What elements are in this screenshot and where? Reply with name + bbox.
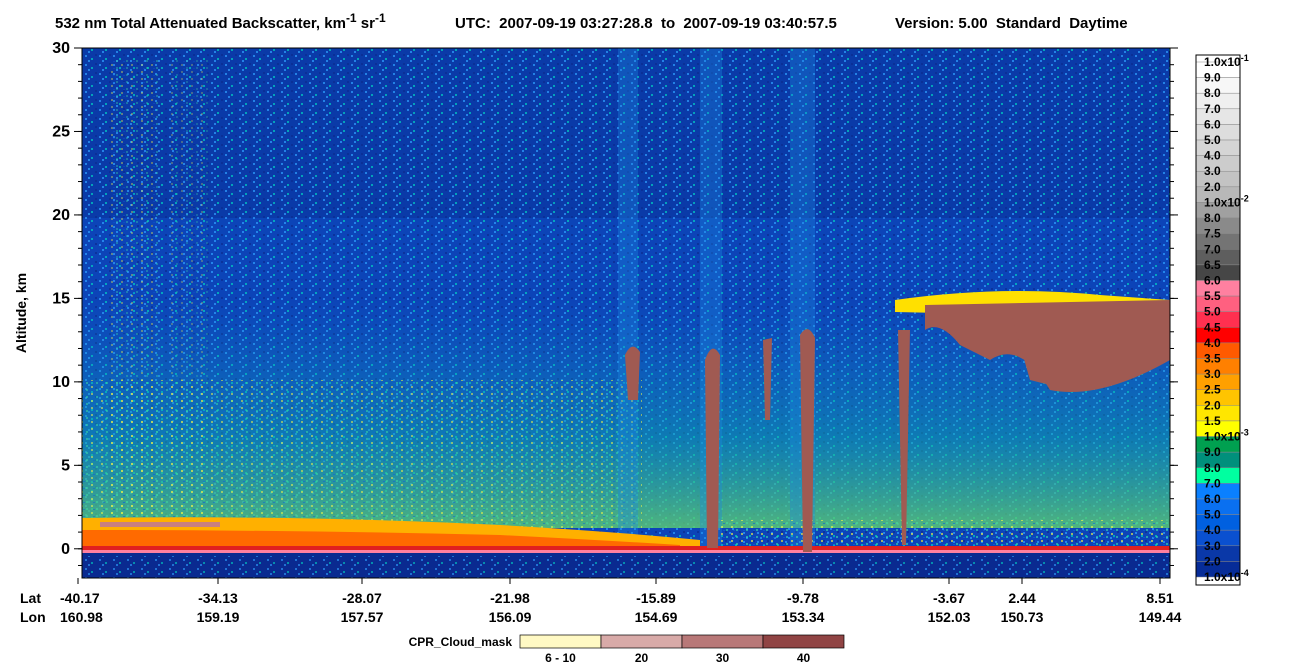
cloud-mask-box: [762, 634, 845, 649]
colorbar-label-base: 1.0x10: [1204, 55, 1241, 69]
lat-label: -34.13: [198, 590, 238, 606]
cloud-mask-label: 40: [797, 651, 811, 665]
lon-label: 153.34: [782, 609, 825, 625]
lat-label: -21.98: [490, 590, 530, 606]
colorbar-label: 7.5: [1204, 227, 1221, 241]
chart-title: 532 nm Total Attenuated Backscatter, km-…: [55, 11, 386, 32]
colorbar-label: 7.0: [1204, 476, 1221, 490]
colorbar-label-sup: -3: [1241, 428, 1249, 438]
backscatter-image: [81, 47, 1171, 579]
title-text: sr: [357, 15, 376, 32]
colorbar-label: 4.0: [1204, 336, 1221, 350]
y-tick-label: 25: [52, 123, 70, 140]
y-tick-label: 10: [52, 374, 70, 391]
utc-range: UTC: 2007-09-19 03:27:28.8 to 2007-09-19…: [455, 15, 837, 32]
colorbar-label: 1.0x10-4: [1204, 568, 1249, 584]
cloud-mask-box: [681, 634, 764, 649]
title-sup: -1: [346, 11, 357, 25]
colorbar-label: 2.0: [1204, 554, 1221, 568]
y-tick-label: 0: [61, 541, 70, 558]
colorbar-label: 3.0: [1204, 367, 1221, 381]
lat-label: -15.89: [636, 590, 676, 606]
colorbar-label: 3.5: [1204, 352, 1221, 366]
y-axis-label: Altitude, km: [13, 273, 29, 353]
colorbar-frame: [1195, 54, 1241, 586]
colorbar-label: 4.5: [1204, 320, 1221, 334]
colorbar-label-sup: -2: [1241, 193, 1249, 203]
version: Version: 5.00 Standard Daytime: [895, 15, 1128, 32]
cloud-mask-legend-boxes: 6 - 10 20 30 40: [519, 634, 845, 665]
y-tick-label: 20: [52, 207, 70, 224]
colorbar-label: 8.0: [1204, 86, 1221, 100]
colorbar-label: 6.0: [1204, 117, 1221, 131]
cloud-mask-box: [600, 634, 683, 649]
cloud-mask-label: 20: [635, 651, 649, 665]
colorbar-label: 2.0: [1204, 180, 1221, 194]
lon-label: 157.57: [341, 609, 384, 625]
colorbar-label: 5.0: [1204, 305, 1221, 319]
colorbar-label: 7.0: [1204, 242, 1221, 256]
colorbar-label: 6.0: [1204, 492, 1221, 506]
colorbar-label: 9.0: [1204, 445, 1221, 459]
lon-label: 160.98: [60, 609, 103, 625]
colorbar-label: 4.0: [1204, 149, 1221, 163]
colorbar-label-base: 1.0x10: [1204, 430, 1241, 444]
cloud-mask-box: [519, 634, 602, 649]
lat-label: 8.51: [1146, 590, 1173, 606]
lat-label: -40.17: [60, 590, 100, 606]
colorbar-label: 8.0: [1204, 211, 1221, 225]
colorbar-label-sup: -4: [1241, 568, 1249, 578]
lon-label: 149.44: [1139, 609, 1182, 625]
lat-label: -9.78: [787, 590, 819, 606]
colorbar-label-base: 1.0x10: [1204, 570, 1241, 584]
lat-label: -3.67: [933, 590, 965, 606]
colorbar-label: 1.0x10-1: [1204, 53, 1249, 69]
lon-label: 150.73: [1001, 609, 1044, 625]
cloud-mask-label: 6 - 10: [545, 651, 576, 665]
colorbar-label: 2.0: [1204, 398, 1221, 412]
colorbar-label-base: 1.0x10: [1204, 195, 1241, 209]
colorbar-label: 3.0: [1204, 539, 1221, 553]
colorbar-label: 2.5: [1204, 383, 1221, 397]
title-sup: -1: [375, 11, 386, 25]
y-tick-label: 30: [52, 40, 70, 57]
colorbar-label: 5.5: [1204, 289, 1221, 303]
colorbar-label: 9.0: [1204, 71, 1221, 85]
colorbar-label: 1.5: [1204, 414, 1221, 428]
lat-label: -28.07: [342, 590, 382, 606]
colorbar-label: 5.0: [1204, 133, 1221, 147]
colorbar-label: 5.0: [1204, 508, 1221, 522]
y-tick-label: 15: [52, 290, 70, 307]
y-tick-label: 5: [61, 457, 70, 474]
x-row-label: Lat: [20, 590, 41, 606]
colorbar: 1.0x10-19.08.07.06.05.04.03.02.01.0x10-2…: [1195, 53, 1249, 586]
cloud-mask-title: CPR_Cloud_mask: [409, 635, 513, 649]
x-row-label: Lon: [20, 609, 46, 625]
cloud-mask-label: 30: [716, 651, 730, 665]
colorbar-label: 8.0: [1204, 461, 1221, 475]
lon-label: 154.69: [635, 609, 678, 625]
title-text: 532 nm Total Attenuated Backscatter, km: [55, 15, 346, 32]
lon-label: 159.19: [197, 609, 240, 625]
colorbar-label: 7.0: [1204, 102, 1221, 116]
lon-label: 156.09: [489, 609, 532, 625]
colorbar-label: 3.0: [1204, 164, 1221, 178]
colorbar-label: 6.0: [1204, 273, 1221, 287]
lat-label: 2.44: [1008, 590, 1035, 606]
colorbar-label: 1.0x10-3: [1204, 428, 1249, 444]
colorbar-label-sup: -1: [1241, 53, 1249, 63]
colorbar-label: 1.0x10-2: [1204, 193, 1249, 209]
lon-label: 152.03: [928, 609, 971, 625]
colorbar-label: 6.5: [1204, 258, 1221, 272]
colorbar-label: 4.0: [1204, 523, 1221, 537]
